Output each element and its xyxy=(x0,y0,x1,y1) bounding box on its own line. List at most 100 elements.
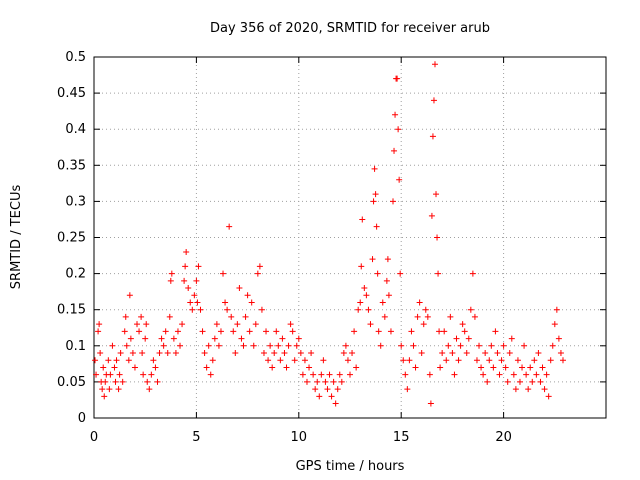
data-point xyxy=(406,357,413,364)
data-point xyxy=(168,270,175,277)
data-point xyxy=(174,328,181,335)
data-point xyxy=(101,393,108,400)
data-points xyxy=(92,61,566,407)
data-point xyxy=(543,371,550,378)
data-point xyxy=(365,306,372,313)
data-point xyxy=(129,350,136,357)
data-point xyxy=(381,313,388,320)
data-point xyxy=(166,313,173,320)
data-point xyxy=(436,328,443,335)
data-point xyxy=(383,277,390,284)
data-point xyxy=(283,364,290,371)
y-tick-label: 0.4 xyxy=(65,122,86,137)
data-point xyxy=(107,371,114,378)
data-point xyxy=(463,350,470,357)
data-point xyxy=(478,364,485,371)
data-point xyxy=(397,270,404,277)
data-point xyxy=(287,321,294,328)
data-point xyxy=(265,357,272,364)
data-point xyxy=(116,371,123,378)
data-point xyxy=(205,342,212,349)
data-point xyxy=(334,386,341,393)
data-point xyxy=(113,357,120,364)
data-point xyxy=(111,364,118,371)
data-point xyxy=(201,350,208,357)
data-point xyxy=(457,342,464,349)
data-point xyxy=(320,357,327,364)
data-point xyxy=(512,386,519,393)
data-point xyxy=(476,342,483,349)
data-point xyxy=(117,350,124,357)
data-point xyxy=(363,292,370,299)
data-point xyxy=(308,350,315,357)
y-tick-label: 0.35 xyxy=(57,158,86,173)
data-point xyxy=(402,371,409,378)
data-point xyxy=(252,321,259,328)
data-point xyxy=(392,111,399,118)
data-point xyxy=(545,393,552,400)
data-point xyxy=(416,299,423,306)
data-point xyxy=(152,364,159,371)
data-point xyxy=(194,299,201,306)
data-point xyxy=(281,350,288,357)
data-point xyxy=(490,364,497,371)
data-point xyxy=(369,256,376,263)
data-point xyxy=(291,357,298,364)
data-point xyxy=(301,357,308,364)
data-point xyxy=(418,350,425,357)
data-point xyxy=(480,371,487,378)
data-point xyxy=(357,299,364,306)
data-point xyxy=(246,328,253,335)
data-point xyxy=(498,357,505,364)
y-tick-label: 0.25 xyxy=(57,231,86,246)
data-point xyxy=(195,263,202,270)
data-point xyxy=(162,328,169,335)
y-tick-label: 0.15 xyxy=(57,303,86,318)
data-point xyxy=(551,321,558,328)
data-point xyxy=(199,328,206,335)
data-point xyxy=(420,321,427,328)
data-point xyxy=(410,342,417,349)
data-point xyxy=(179,321,186,328)
x-tick-label: 20 xyxy=(495,430,512,445)
chart-title: Day 356 of 2020, SRMTID for receiver aru… xyxy=(210,21,490,36)
data-point xyxy=(285,342,292,349)
data-point xyxy=(484,378,491,385)
data-point xyxy=(92,357,99,364)
data-point xyxy=(109,342,116,349)
data-point xyxy=(533,371,540,378)
data-point xyxy=(443,357,450,364)
data-point xyxy=(148,371,155,378)
data-point xyxy=(427,400,434,407)
data-point xyxy=(404,386,411,393)
data-point xyxy=(269,364,276,371)
data-point xyxy=(318,371,325,378)
data-point xyxy=(422,306,429,313)
data-point xyxy=(379,299,386,306)
data-point xyxy=(332,400,339,407)
data-point xyxy=(297,350,304,357)
y-tick-label: 0 xyxy=(78,411,86,426)
data-point xyxy=(254,270,261,277)
data-point xyxy=(126,292,133,299)
data-point xyxy=(177,342,184,349)
data-point xyxy=(459,321,466,328)
data-point xyxy=(471,313,478,320)
data-point xyxy=(390,198,397,205)
data-point xyxy=(211,335,218,342)
data-point xyxy=(121,328,128,335)
data-point xyxy=(430,97,437,104)
data-point xyxy=(494,350,501,357)
data-point xyxy=(207,371,214,378)
data-point xyxy=(433,191,440,198)
data-point xyxy=(273,328,280,335)
data-point xyxy=(394,75,401,82)
data-point xyxy=(140,371,147,378)
data-point xyxy=(250,342,257,349)
data-point xyxy=(527,364,534,371)
grid-lines xyxy=(94,57,606,418)
data-point xyxy=(525,386,532,393)
data-point xyxy=(127,335,134,342)
y-tick-label: 0.3 xyxy=(65,194,86,209)
data-point xyxy=(322,378,329,385)
